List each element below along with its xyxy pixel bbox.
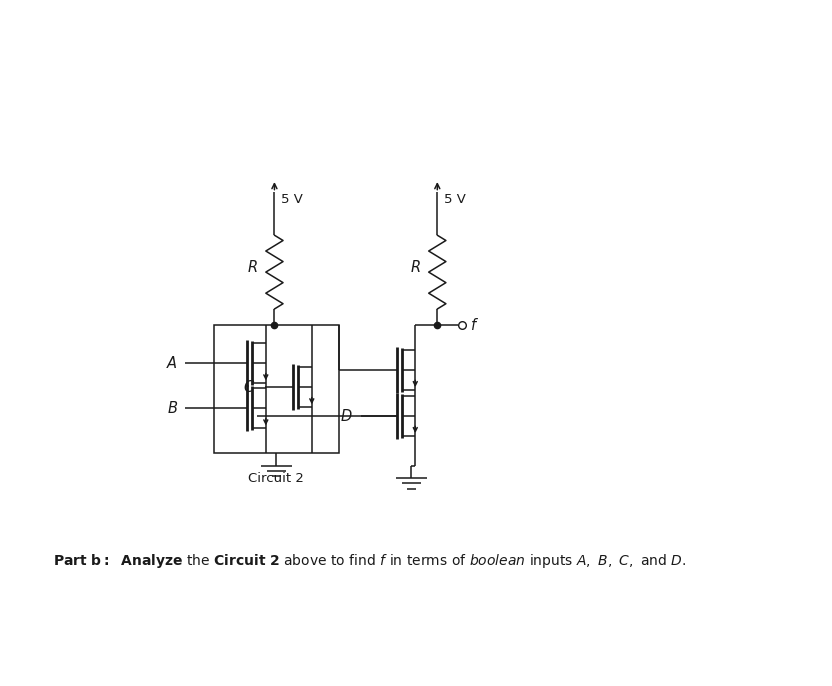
Text: $R$: $R$ <box>247 259 258 275</box>
Text: $f$: $f$ <box>470 317 479 333</box>
Text: $\mathbf{Part\ b:}$$\rm{\ \ }$$\mathbf{Analyze}$$\rm{\ the\ }$$\mathbf{Circuit\ : $\mathbf{Part\ b:}$$\rm{\ \ }$$\mathbf{A… <box>53 552 686 570</box>
Text: $B$: $B$ <box>166 400 178 416</box>
Text: 5 V: 5 V <box>281 193 303 206</box>
Text: $A$: $A$ <box>166 355 178 371</box>
Bar <box>214 324 339 453</box>
Text: $R$: $R$ <box>410 259 421 275</box>
Text: 5 V: 5 V <box>444 193 466 206</box>
Text: Circuit 2: Circuit 2 <box>249 473 305 485</box>
Text: $C$: $C$ <box>243 379 255 395</box>
Text: $D$: $D$ <box>340 407 353 424</box>
